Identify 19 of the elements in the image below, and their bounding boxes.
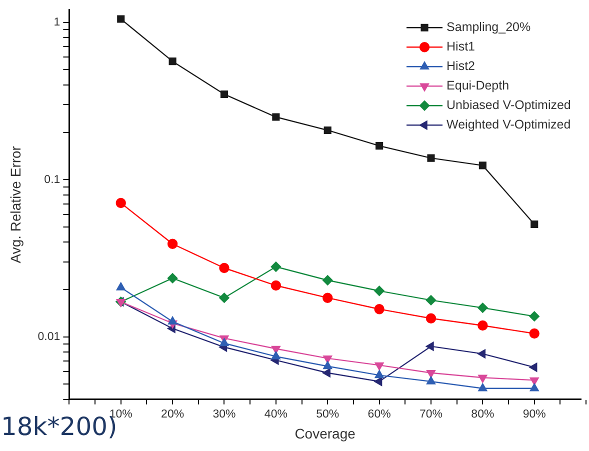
y-tick-label: 1 <box>54 16 60 29</box>
x-tick-label: 70% <box>419 408 443 420</box>
legend-label: Hist1 <box>446 40 476 54</box>
y-tick-label: 0.1 <box>44 174 60 186</box>
y-tick-label: 0.01 <box>38 331 60 343</box>
x-tick-label: 30% <box>212 408 236 420</box>
y-axis-title: Avg. Relative Error <box>7 146 24 264</box>
legend-label: Equi-Depth <box>446 78 510 93</box>
x-tick-label: 60% <box>368 408 391 420</box>
x-tick-label: 20% <box>161 408 184 420</box>
legend-label: Weighted V-Optimized <box>446 118 571 132</box>
x-tick-label: 40% <box>264 408 288 420</box>
x-tick-label: 50% <box>316 408 340 420</box>
legend-label: Unbiased V-Optimized <box>446 98 571 112</box>
x-tick-label: 90% <box>522 408 546 420</box>
legend-label: Hist2 <box>446 59 476 74</box>
x-axis-title: Coverage <box>294 425 356 442</box>
legend-label: Sampling_20% <box>446 20 531 34</box>
x-tick-label: 80% <box>471 408 494 420</box>
